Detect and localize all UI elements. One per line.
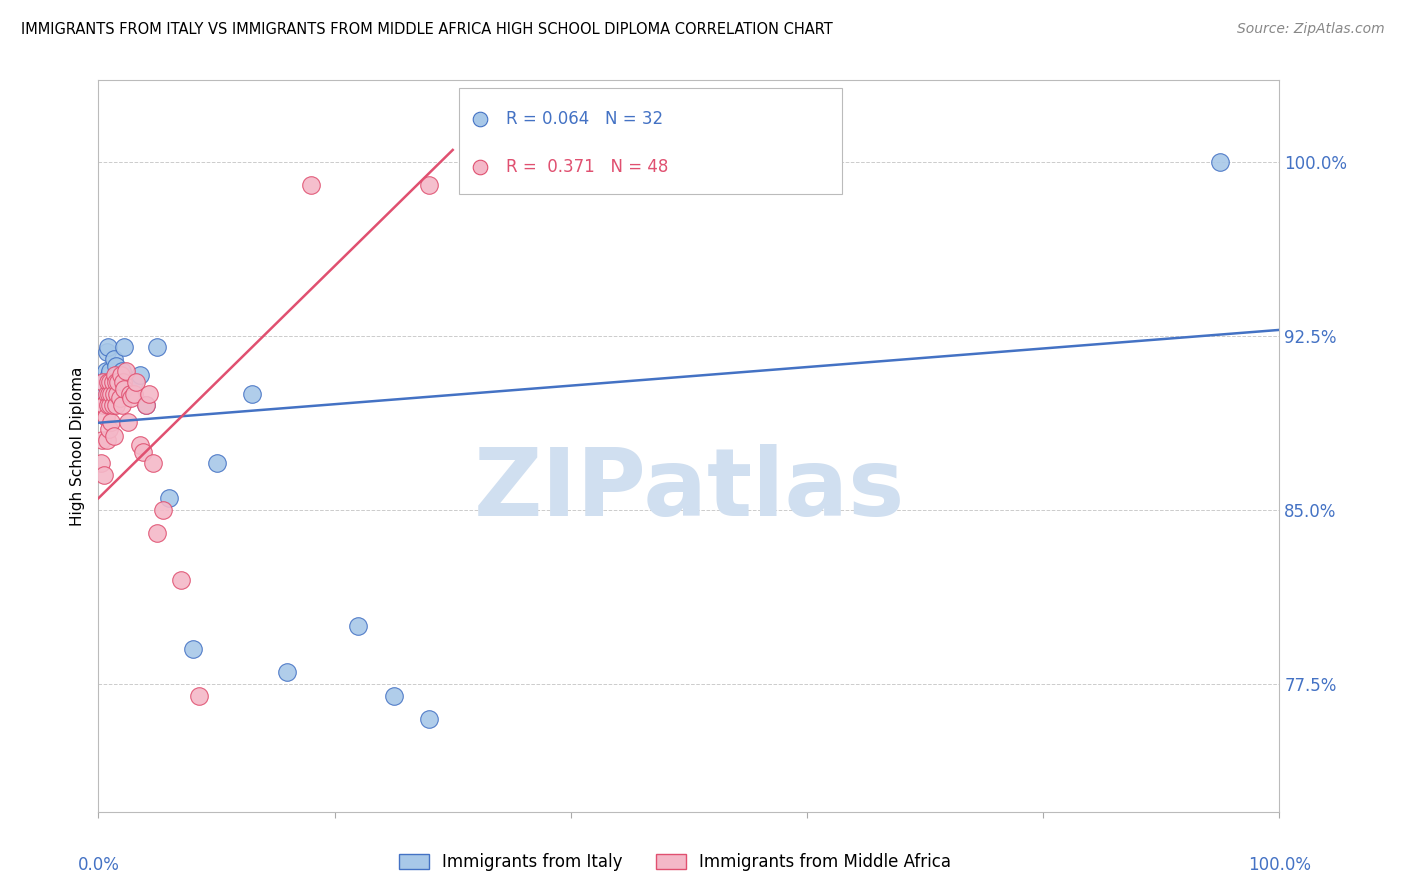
Point bbox=[128, 438, 150, 452]
Point bbox=[146, 340, 169, 354]
Point bbox=[107, 375, 129, 389]
Text: 0.0%: 0.0% bbox=[77, 855, 120, 873]
Point bbox=[112, 375, 135, 389]
Point bbox=[111, 363, 134, 377]
Point bbox=[100, 415, 122, 429]
Point bbox=[98, 398, 121, 412]
Point bbox=[152, 503, 174, 517]
Point bbox=[103, 386, 125, 401]
Point bbox=[98, 375, 121, 389]
Point bbox=[105, 368, 128, 383]
Point bbox=[1209, 154, 1232, 169]
Point bbox=[91, 398, 114, 412]
Point bbox=[117, 375, 139, 389]
Point bbox=[93, 398, 115, 412]
Point bbox=[468, 430, 491, 444]
Point bbox=[240, 386, 263, 401]
Point bbox=[135, 398, 157, 412]
Point bbox=[105, 375, 128, 389]
Text: IMMIGRANTS FROM ITALY VS IMMIGRANTS FROM MIDDLE AFRICA HIGH SCHOOL DIPLOMA CORRE: IMMIGRANTS FROM ITALY VS IMMIGRANTS FROM… bbox=[21, 22, 832, 37]
Text: Source: ZipAtlas.com: Source: ZipAtlas.com bbox=[1237, 22, 1385, 37]
Point bbox=[90, 457, 112, 471]
Point bbox=[91, 433, 114, 447]
Point bbox=[112, 382, 135, 396]
Point bbox=[108, 375, 131, 389]
Point bbox=[103, 428, 125, 442]
Point bbox=[104, 375, 127, 389]
Y-axis label: High School Diploma: High School Diploma bbox=[70, 367, 86, 525]
Point bbox=[96, 386, 118, 401]
Point bbox=[135, 398, 157, 412]
Point bbox=[120, 386, 142, 401]
Point bbox=[121, 392, 143, 406]
Point bbox=[132, 445, 155, 459]
Point bbox=[100, 386, 122, 401]
Point bbox=[105, 359, 128, 373]
Point bbox=[382, 689, 405, 703]
Point bbox=[276, 665, 298, 680]
Point bbox=[157, 491, 180, 506]
Point bbox=[101, 398, 124, 412]
Point bbox=[187, 689, 209, 703]
Point bbox=[122, 375, 145, 389]
Point bbox=[98, 421, 121, 435]
Text: 100.0%: 100.0% bbox=[1249, 855, 1310, 873]
Point bbox=[117, 415, 139, 429]
Point bbox=[108, 392, 131, 406]
Text: R =  0.371   N = 48: R = 0.371 N = 48 bbox=[506, 158, 668, 176]
Point bbox=[418, 712, 440, 726]
Point bbox=[97, 375, 120, 389]
Point bbox=[91, 386, 114, 401]
Point bbox=[110, 368, 132, 383]
Text: ZIPatlas: ZIPatlas bbox=[474, 444, 904, 536]
Point bbox=[205, 457, 228, 471]
Point bbox=[105, 398, 128, 412]
Text: R = 0.064   N = 32: R = 0.064 N = 32 bbox=[506, 111, 664, 128]
FancyBboxPatch shape bbox=[458, 87, 842, 194]
Point bbox=[418, 178, 440, 192]
Point bbox=[170, 573, 193, 587]
Point bbox=[105, 386, 128, 401]
Point bbox=[91, 375, 114, 389]
Point bbox=[114, 363, 136, 377]
Point bbox=[468, 278, 491, 293]
Point bbox=[138, 386, 160, 401]
Point bbox=[97, 398, 120, 412]
Point bbox=[98, 368, 121, 383]
Point bbox=[91, 375, 114, 389]
Point bbox=[93, 398, 115, 412]
Point bbox=[96, 345, 118, 359]
Legend: Immigrants from Italy, Immigrants from Middle Africa: Immigrants from Italy, Immigrants from M… bbox=[391, 845, 959, 880]
Point bbox=[101, 375, 124, 389]
Point bbox=[98, 363, 121, 377]
Point bbox=[96, 433, 118, 447]
Point bbox=[93, 468, 115, 483]
Point bbox=[125, 375, 148, 389]
Point bbox=[104, 368, 127, 383]
Point bbox=[146, 526, 169, 541]
Point bbox=[181, 642, 204, 657]
Point bbox=[103, 351, 125, 366]
Point bbox=[142, 457, 165, 471]
Point bbox=[122, 386, 145, 401]
Point bbox=[100, 386, 122, 401]
Point bbox=[128, 368, 150, 383]
Point bbox=[94, 363, 117, 377]
Point bbox=[111, 398, 134, 412]
Point bbox=[112, 340, 135, 354]
Point bbox=[101, 398, 124, 412]
Point bbox=[97, 340, 120, 354]
Point bbox=[299, 178, 322, 192]
Point bbox=[107, 386, 129, 401]
Point bbox=[347, 619, 370, 633]
Point bbox=[94, 409, 117, 424]
Point bbox=[98, 386, 121, 401]
